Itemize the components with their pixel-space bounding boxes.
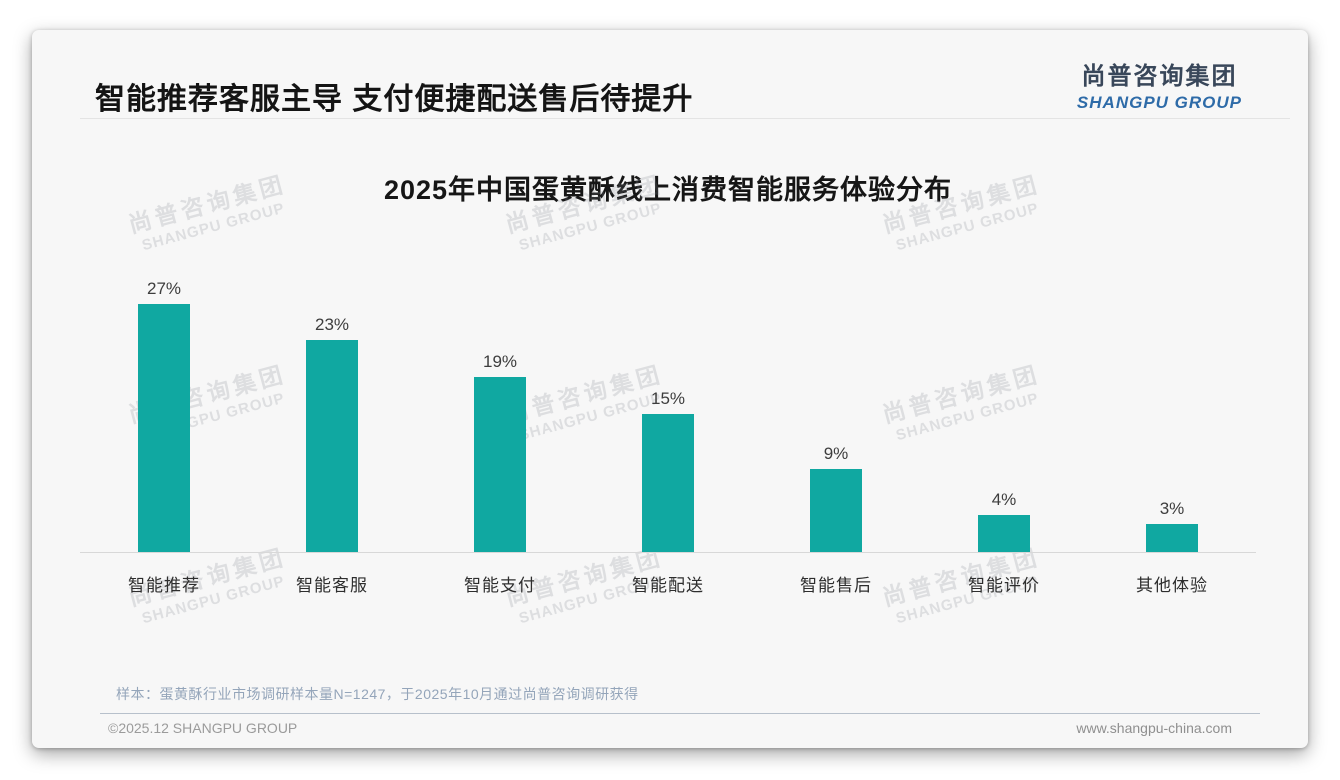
bar: [978, 515, 1030, 552]
bar-group: 27%: [80, 250, 248, 552]
bar-value-label: 4%: [991, 490, 1017, 510]
brand-logo: 尚普咨询集团 SHANGPU GROUP: [1077, 56, 1242, 113]
bar-group: 3%: [1088, 250, 1256, 552]
bar-group: 15%: [584, 250, 752, 552]
page-title: 智能推荐客服主导 支付便捷配送售后待提升: [95, 83, 694, 116]
bar-value-label: 15%: [650, 389, 686, 408]
x-axis-label: 智能推荐: [128, 576, 200, 595]
copyright-text: ©2025.12 SHANGPU GROUP: [108, 720, 298, 736]
bar-value-label: 27%: [146, 278, 182, 298]
x-axis-label: 智能售后: [800, 576, 872, 595]
bar-value-label: 3%: [1159, 499, 1185, 519]
bar-group: 9%: [752, 250, 920, 552]
header-divider: [80, 118, 1290, 119]
chart-title: 2025年中国蛋黄酥线上消费智能服务体验分布: [383, 175, 953, 205]
bar: [1146, 524, 1198, 552]
x-axis-label: 智能配送: [632, 576, 704, 595]
footer-divider: [100, 713, 1260, 714]
sample-note: 样本：蛋黄酥行业市场调研样本量N=1247，于2025年10月通过尚普咨询调研获…: [116, 686, 639, 702]
bar-value-label: 23%: [314, 315, 350, 335]
report-card: 智能推荐客服主导 支付便捷配送售后待提升 尚普咨询集团 SHANGPU GROU…: [32, 30, 1308, 748]
x-axis-label: 其他体验: [1136, 576, 1208, 595]
bar-value-label: 9%: [823, 444, 849, 464]
bar: [642, 414, 694, 552]
x-axis-labels: 智能推荐 智能客服 智能支付 智能配送 智能售后 智能评价 其他体验: [80, 554, 1256, 596]
bar: [306, 340, 358, 552]
bar: [474, 377, 526, 552]
brand-logo-en: SHANGPU GROUP: [1076, 93, 1242, 112]
bar-group: 23%: [248, 250, 416, 552]
bar: [138, 303, 190, 552]
x-axis-label: 智能评价: [968, 576, 1040, 595]
bar-group: 4%: [920, 250, 1088, 552]
bar-chart: 27% 23% 19% 15% 9% 4% 3%: [80, 250, 1256, 553]
x-axis-label: 智能客服: [296, 576, 368, 595]
x-axis-label: 智能支付: [464, 576, 536, 595]
bar-value-label: 19%: [482, 352, 518, 372]
bar-group: 19%: [416, 250, 584, 552]
bar: [810, 469, 862, 552]
brand-logo-cn: 尚普咨询集团: [1081, 63, 1238, 90]
website-url: www.shangpu-china.com: [1076, 720, 1232, 736]
